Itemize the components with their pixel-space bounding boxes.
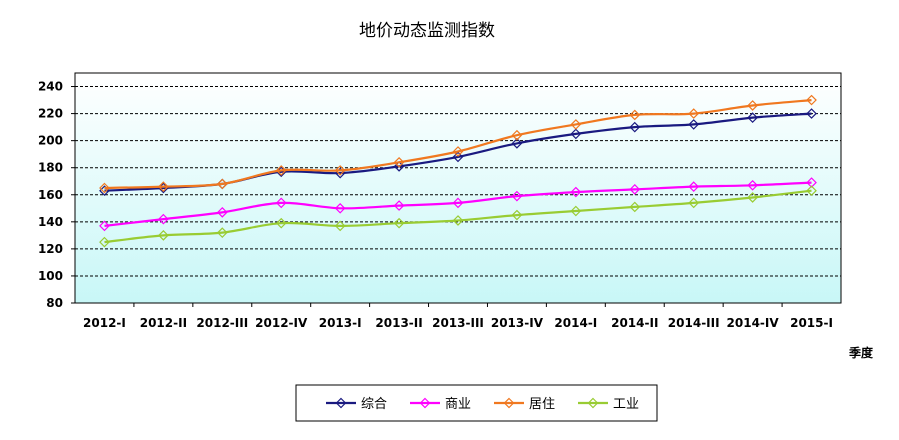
series-商业 bbox=[99, 177, 817, 232]
data-point bbox=[747, 100, 758, 111]
legend-label: 商业 bbox=[445, 397, 471, 412]
data-point bbox=[393, 161, 405, 172]
legend-marker bbox=[587, 397, 599, 409]
y-tick-label: 80 bbox=[46, 296, 63, 310]
x-tick-label: 2012-I bbox=[83, 316, 126, 330]
data-point bbox=[334, 202, 346, 214]
data-point bbox=[747, 112, 758, 123]
data-point bbox=[334, 220, 346, 232]
data-point bbox=[216, 227, 228, 238]
data-point bbox=[629, 184, 641, 195]
data-point bbox=[747, 179, 758, 191]
legend-marker bbox=[419, 397, 431, 409]
series-工业 bbox=[99, 185, 817, 248]
data-point bbox=[216, 207, 228, 218]
series-居住 bbox=[99, 94, 817, 194]
y-tick-label: 120 bbox=[38, 242, 63, 256]
legend-marker bbox=[335, 397, 347, 409]
plot-area bbox=[74, 72, 842, 304]
x-tick-label: 2013-III bbox=[432, 316, 484, 330]
data-point bbox=[511, 129, 523, 141]
x-tick-label: 2013-I bbox=[319, 316, 362, 330]
data-point bbox=[747, 192, 758, 203]
x-tick-label: 2012-IV bbox=[255, 316, 308, 330]
data-point bbox=[158, 213, 169, 225]
data-point bbox=[629, 109, 641, 121]
data-point bbox=[629, 201, 641, 213]
chart-title: 地价动态监测指数 bbox=[359, 21, 495, 41]
data-point bbox=[452, 151, 464, 163]
data-point bbox=[452, 215, 464, 226]
x-axis: 2012-I 2012-II 2012-III 2012-IV 2013-I 2013-I… bbox=[83, 303, 833, 330]
data-point bbox=[806, 94, 817, 106]
data-point bbox=[452, 197, 464, 209]
data-point bbox=[511, 138, 523, 149]
x-tick-label: 2014-I bbox=[554, 316, 597, 330]
data-point bbox=[158, 230, 169, 241]
x-axis-label: 季度 bbox=[848, 345, 874, 360]
legend-label: 居住 bbox=[529, 397, 555, 412]
data-point bbox=[688, 181, 700, 192]
y-tick-label: 220 bbox=[38, 107, 63, 121]
x-tick-label: 2012-III bbox=[196, 316, 248, 330]
legend-item-综合: 综合 bbox=[326, 397, 387, 412]
data-point bbox=[511, 190, 523, 202]
x-tick-label: 2014-III bbox=[668, 316, 720, 330]
series-group bbox=[99, 94, 817, 248]
series-line bbox=[104, 189, 812, 244]
y-tick-label: 160 bbox=[38, 188, 63, 202]
data-point bbox=[275, 197, 287, 209]
data-point bbox=[452, 146, 464, 157]
gridlines bbox=[75, 86, 841, 277]
data-point bbox=[216, 178, 228, 190]
data-point bbox=[334, 165, 346, 176]
y-tick-label: 240 bbox=[38, 80, 63, 94]
data-point bbox=[688, 119, 700, 130]
legend-item-居住: 居住 bbox=[494, 397, 555, 412]
data-point bbox=[275, 217, 287, 229]
y-axis: 80 100 120 140 160 180 200 220 240 bbox=[38, 80, 75, 310]
x-tick-label: 2013-IV bbox=[491, 316, 544, 330]
data-point bbox=[570, 119, 582, 130]
legend-label: 综合 bbox=[361, 397, 387, 412]
x-tick-label: 2014-II bbox=[611, 316, 658, 330]
y-tick-label: 100 bbox=[38, 269, 63, 283]
data-point bbox=[570, 205, 582, 217]
y-tick-label: 140 bbox=[38, 215, 63, 229]
legend-marker bbox=[503, 397, 515, 409]
data-point bbox=[570, 186, 582, 198]
legend-items: 综合 商业 居住 工业 bbox=[326, 397, 639, 412]
data-point bbox=[806, 177, 817, 188]
data-point bbox=[99, 182, 110, 194]
data-point bbox=[806, 108, 817, 119]
x-tick-label: 2013-II bbox=[375, 316, 422, 330]
x-tick-label: 2014-IV bbox=[727, 316, 780, 330]
data-point bbox=[393, 217, 405, 229]
x-tick-label: 2012-II bbox=[140, 316, 187, 330]
y-tick-label: 200 bbox=[38, 134, 63, 148]
data-point bbox=[688, 197, 700, 209]
data-point bbox=[393, 156, 405, 168]
data-point bbox=[393, 200, 405, 211]
data-point bbox=[570, 128, 582, 140]
legend-item-工业: 工业 bbox=[578, 397, 639, 412]
data-point bbox=[99, 236, 110, 248]
x-tick-label: 2015-I bbox=[790, 316, 833, 330]
data-point bbox=[806, 185, 817, 197]
data-point bbox=[275, 165, 287, 176]
data-point bbox=[158, 181, 169, 192]
data-point bbox=[99, 220, 110, 232]
legend-label: 工业 bbox=[613, 397, 639, 412]
y-tick-label: 180 bbox=[38, 161, 63, 175]
data-point bbox=[629, 121, 641, 133]
legend-item-商业: 商业 bbox=[410, 397, 471, 412]
series-line bbox=[104, 181, 812, 227]
series-line bbox=[104, 99, 812, 190]
data-point bbox=[511, 209, 523, 221]
data-point bbox=[688, 108, 700, 119]
